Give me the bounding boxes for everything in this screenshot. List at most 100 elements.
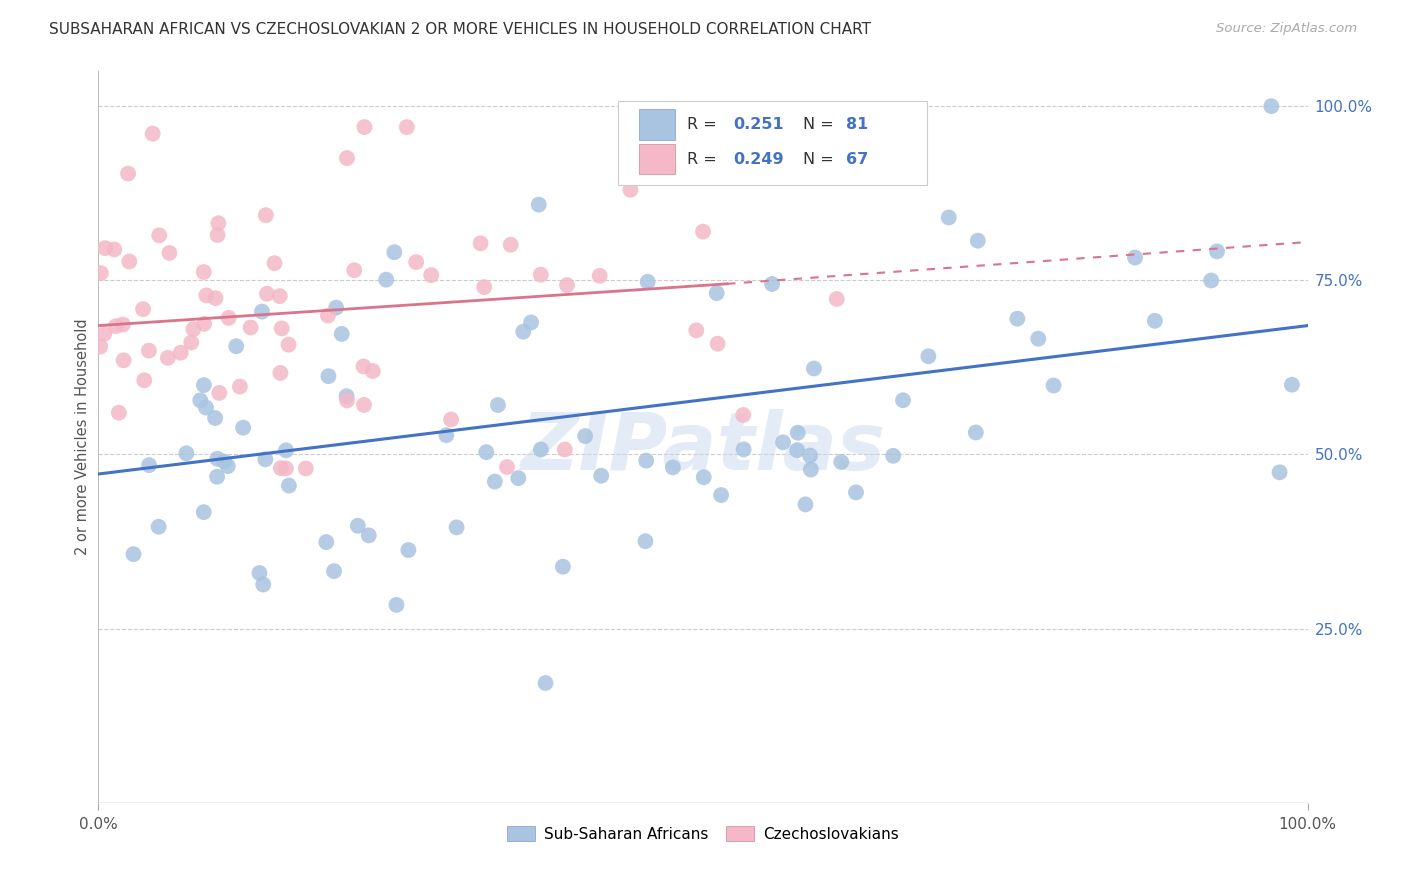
- Point: [232, 420, 254, 434]
- Text: N =: N =: [803, 152, 839, 167]
- Point: [733, 408, 755, 422]
- Point: [1042, 378, 1064, 392]
- Point: [180, 335, 202, 350]
- Point: [891, 393, 914, 408]
- Point: [330, 326, 353, 341]
- Point: [1281, 377, 1303, 392]
- Point: [1123, 251, 1146, 265]
- Point: [132, 302, 155, 317]
- Point: [786, 443, 808, 458]
- Bar: [638, 110, 675, 140]
- Point: [706, 336, 728, 351]
- Text: N =: N =: [803, 117, 839, 132]
- Point: [938, 211, 960, 225]
- Point: [193, 265, 215, 279]
- Point: [382, 245, 405, 260]
- Point: [800, 462, 823, 476]
- Point: [527, 197, 550, 211]
- Text: R =: R =: [688, 117, 723, 132]
- Point: [188, 393, 211, 408]
- Point: [636, 453, 658, 467]
- Point: [111, 318, 134, 332]
- Point: [353, 398, 375, 412]
- Point: [799, 449, 821, 463]
- Point: [117, 167, 139, 181]
- Point: [112, 353, 135, 368]
- Point: [269, 366, 291, 380]
- Point: [104, 319, 127, 334]
- Point: [375, 273, 398, 287]
- Point: [252, 577, 274, 591]
- Point: [1268, 466, 1291, 480]
- Point: [274, 461, 297, 475]
- Point: [353, 359, 375, 374]
- Point: [90, 266, 112, 280]
- Point: [733, 442, 755, 457]
- Point: [530, 268, 553, 282]
- Point: [619, 183, 641, 197]
- Point: [193, 378, 215, 392]
- Point: [204, 291, 226, 305]
- Point: [845, 485, 868, 500]
- Point: [229, 379, 252, 393]
- Point: [193, 317, 215, 331]
- Point: [208, 385, 231, 400]
- Point: [434, 428, 457, 442]
- Point: [103, 243, 125, 257]
- Point: [122, 547, 145, 561]
- Point: [335, 389, 357, 403]
- Point: [554, 442, 576, 457]
- Point: [218, 310, 240, 325]
- Point: [142, 127, 165, 141]
- Point: [662, 460, 685, 475]
- Point: [591, 468, 613, 483]
- Point: [195, 401, 218, 415]
- Point: [108, 406, 131, 420]
- Point: [530, 442, 553, 457]
- Point: [316, 309, 339, 323]
- Point: [225, 339, 247, 353]
- Point: [685, 323, 707, 337]
- Point: [825, 292, 848, 306]
- Point: [204, 411, 226, 425]
- Point: [692, 225, 714, 239]
- Text: SUBSAHARAN AFRICAN VS CZECHOSLOVAKIAN 2 OR MORE VEHICLES IN HOUSEHOLD CORRELATIO: SUBSAHARAN AFRICAN VS CZECHOSLOVAKIAN 2 …: [49, 22, 872, 37]
- Point: [176, 446, 198, 460]
- Point: [803, 361, 825, 376]
- Point: [761, 277, 783, 291]
- Point: [347, 518, 370, 533]
- Point: [193, 505, 215, 519]
- Point: [472, 280, 495, 294]
- Point: [93, 326, 115, 341]
- Point: [94, 241, 117, 255]
- Point: [263, 256, 285, 270]
- Point: [706, 286, 728, 301]
- Point: [148, 520, 170, 534]
- Point: [1143, 314, 1166, 328]
- Point: [205, 469, 228, 483]
- Point: [965, 425, 987, 440]
- Y-axis label: 2 or more Vehicles in Household: 2 or more Vehicles in Household: [75, 318, 90, 556]
- Point: [786, 425, 808, 440]
- Point: [361, 364, 384, 378]
- Point: [277, 337, 299, 351]
- Point: [343, 263, 366, 277]
- Point: [385, 598, 408, 612]
- Point: [323, 564, 346, 578]
- Point: [353, 120, 375, 134]
- Point: [574, 429, 596, 443]
- Point: [315, 535, 337, 549]
- Point: [195, 288, 218, 302]
- Point: [214, 454, 236, 468]
- Text: 81: 81: [845, 117, 868, 132]
- Point: [156, 351, 179, 365]
- Point: [250, 304, 273, 318]
- Point: [138, 343, 160, 358]
- Point: [157, 246, 180, 260]
- Point: [420, 268, 443, 282]
- Point: [256, 286, 278, 301]
- Point: [484, 475, 506, 489]
- Point: [1007, 311, 1029, 326]
- Point: [588, 268, 610, 283]
- Point: [207, 216, 229, 230]
